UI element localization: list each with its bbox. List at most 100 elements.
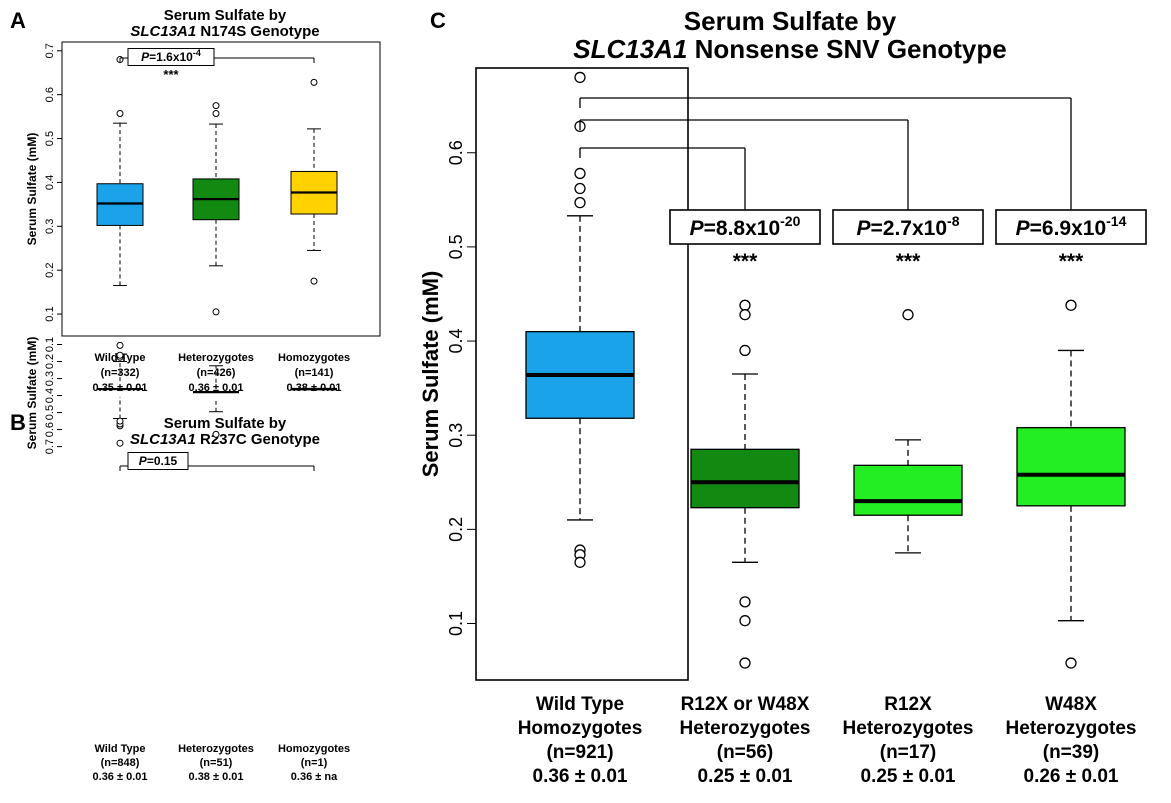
outlier-point bbox=[116, 417, 124, 425]
p-value-text: =6.9x10 bbox=[1030, 217, 1107, 240]
y-tick-label: 0.5 bbox=[44, 131, 56, 146]
x-label-line2: Heterozygotes bbox=[680, 718, 811, 739]
p-value-box bbox=[127, 452, 189, 470]
panel-a-title-line1: Serum Sulfate by bbox=[164, 7, 287, 24]
outlier-point bbox=[574, 182, 586, 195]
p-value-text: =2.7x10 bbox=[871, 217, 948, 240]
y-tick-label: 0.2 bbox=[44, 354, 56, 369]
outlier-point bbox=[902, 309, 914, 321]
panel-c-title-rest: Nonsense SNV Genotype bbox=[687, 34, 1006, 64]
y-tick-label: 0.7 bbox=[44, 439, 56, 454]
x-label-line1: Wild Type bbox=[536, 694, 624, 715]
x-label: Heterozygotes bbox=[178, 743, 254, 755]
chart-b: 0.1 0.2 0.3 0.4 0.5 0.6 0.7 Serum Sulfate (mM) W… bbox=[25, 337, 350, 783]
panel-c-title-gene: SLC13A1 bbox=[573, 34, 687, 64]
outlier-point bbox=[310, 78, 318, 86]
outlier-point bbox=[116, 439, 124, 447]
x-label-line1: R12X bbox=[884, 694, 932, 715]
x-label-n: (n=39) bbox=[1043, 742, 1100, 763]
x-label-stat: 0.36 ± 0.01 bbox=[533, 766, 628, 787]
x-label-stat: 0.38 ± 0.01 bbox=[189, 771, 244, 783]
significance-stars: *** bbox=[896, 250, 921, 273]
p-value-prefix: P bbox=[141, 50, 150, 64]
plot-frame bbox=[475, 67, 689, 681]
p-value-label: P=6.9x10-14 bbox=[1016, 213, 1127, 240]
p-value-prefix: P bbox=[139, 454, 148, 468]
y-tick-label: 0.3 bbox=[44, 371, 56, 386]
x-label-n: (n=56) bbox=[717, 742, 774, 763]
y-tick-label: 0.3 bbox=[446, 423, 466, 448]
y-tick-label: 0.7 bbox=[44, 43, 56, 58]
y-tick-label: 0.6 bbox=[44, 87, 56, 102]
x-label-n: (n=921) bbox=[546, 742, 613, 763]
p-value-text: =8.8x10 bbox=[704, 217, 781, 240]
x-label-stat: 0.26 ± 0.01 bbox=[1024, 766, 1119, 787]
outlier-point bbox=[574, 556, 586, 568]
x-label: Wild Type bbox=[94, 743, 145, 755]
y-tick-label: 0.3 bbox=[44, 219, 56, 234]
outlier-point bbox=[1065, 299, 1077, 311]
p-value-label: P=0.15 bbox=[139, 454, 178, 468]
panel-letter-b: B bbox=[10, 410, 26, 435]
x-label-stat: 0.36 ± 0.01 bbox=[93, 771, 148, 783]
y-tick-label: 0.6 bbox=[44, 422, 56, 437]
outlier-point bbox=[739, 344, 751, 357]
outlier-point bbox=[574, 71, 586, 84]
x-label-n: (n=51) bbox=[200, 757, 233, 769]
x-label: Homozygotes bbox=[278, 352, 350, 364]
p-value-label: P=8.8x10-20 bbox=[690, 213, 801, 240]
p-value-box bbox=[127, 48, 215, 66]
outlier-point bbox=[212, 430, 220, 438]
y-tick-label: 0.5 bbox=[44, 405, 56, 420]
outlier-point bbox=[310, 277, 318, 285]
p-value-box bbox=[995, 209, 1147, 245]
y-tick-label: 0.4 bbox=[44, 175, 56, 190]
p-value-exponent: -14 bbox=[1106, 213, 1126, 229]
x-label-stat: 0.25 ± 0.01 bbox=[861, 766, 956, 787]
y-tick-label: 0.2 bbox=[446, 517, 466, 542]
y-axis-label: Serum Sulfate (mM) bbox=[25, 337, 39, 450]
x-label-stat: 0.36 ± 0.01 bbox=[189, 382, 244, 394]
panel-c-title-line2: SLC13A1 Nonsense SNV Genotype bbox=[573, 34, 1006, 64]
significance-stars: *** bbox=[733, 250, 758, 273]
panel-b-title-gene: SLC13A1 bbox=[130, 431, 196, 448]
x-label-line2: Heterozygotes bbox=[843, 718, 974, 739]
outlier-point bbox=[116, 110, 124, 118]
chart-c: 0.1 0.2 0.3 0.4 0.5 0.6 Serum Sulfate (mM) Wild… bbox=[418, 67, 1147, 787]
panel-a-title-rest: N174S Genotype bbox=[196, 23, 319, 40]
panel-letter-a: A bbox=[10, 8, 26, 33]
panel-b-title-line2: SLC13A1 R237C Genotype bbox=[130, 431, 320, 448]
x-label-n: (n=141) bbox=[295, 367, 334, 379]
outlier-point bbox=[116, 351, 124, 359]
y-tick-label: 0.4 bbox=[44, 388, 56, 403]
y-tick-label: 0.2 bbox=[44, 263, 56, 278]
x-label-line2: Heterozygotes bbox=[1006, 718, 1137, 739]
y-tick-label: 0.4 bbox=[446, 329, 466, 354]
x-label-n: (n=848) bbox=[101, 757, 140, 769]
y-tick-label: 0.1 bbox=[446, 611, 466, 636]
p-value-prefix: P bbox=[857, 217, 872, 240]
p-value-box bbox=[832, 209, 984, 245]
p-value-exponent: -4 bbox=[193, 48, 201, 58]
x-label-n: (n=17) bbox=[880, 742, 937, 763]
p-value-label: P=2.7x10-8 bbox=[857, 213, 960, 240]
panel-b-title-rest: R237C Genotype bbox=[196, 431, 320, 448]
y-axis-label: Serum Sulfate (mM) bbox=[25, 133, 39, 246]
p-value-exponent: -20 bbox=[780, 213, 800, 229]
panel-letter-c: C bbox=[430, 8, 446, 33]
p-value-text: =0.15 bbox=[147, 454, 178, 468]
x-label-line1: W48X bbox=[1045, 694, 1097, 715]
x-label: Homozygotes bbox=[278, 743, 350, 755]
p-value-prefix: P bbox=[690, 217, 705, 240]
p-value-exponent: -8 bbox=[947, 213, 960, 229]
p-value-label: P=1.6x10-4 bbox=[141, 48, 201, 64]
panel-a-title-gene: SLC13A1 bbox=[130, 23, 196, 40]
x-label-n: (n=1) bbox=[301, 757, 328, 769]
significance-stars: *** bbox=[163, 67, 179, 82]
outlier-point bbox=[574, 167, 586, 180]
outlier-point bbox=[1065, 657, 1077, 669]
outlier-point bbox=[212, 110, 220, 118]
panel-c-title-line1: Serum Sulfate by bbox=[684, 6, 897, 36]
x-label: Heterozygotes bbox=[178, 352, 254, 364]
outlier-point bbox=[739, 596, 751, 608]
